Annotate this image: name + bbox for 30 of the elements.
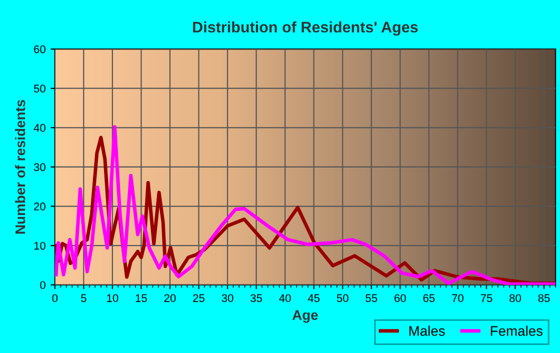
x-tick-label: 30 — [222, 294, 234, 302]
x-tick-label: 65 — [423, 294, 435, 302]
x-tick-label: 35 — [250, 294, 262, 302]
x-tick-label: 0 — [52, 294, 58, 302]
x-tick-label: 45 — [308, 294, 320, 302]
x-tick-label: 80 — [510, 294, 521, 302]
legend-label: Females — [490, 326, 543, 336]
y-tick-label: 40 — [34, 124, 46, 132]
x-tick-label: 50 — [336, 294, 348, 302]
x-tick-label: 60 — [394, 294, 406, 302]
x-tick-label: 10 — [107, 294, 118, 302]
y-axis-title: Number of residents — [14, 100, 26, 234]
x-tick-label: 70 — [452, 294, 464, 302]
y-tick-label: 50 — [34, 84, 46, 93]
y-tick-label: 60 — [34, 45, 46, 54]
y-tick-label: 30 — [34, 163, 46, 172]
x-tick-label: 20 — [164, 294, 176, 302]
y-tick-label: 10 — [34, 242, 46, 250]
x-tick-label: 5 — [81, 294, 86, 302]
chart-title: Distribution of Residents' Ages — [193, 21, 418, 36]
x-tick-label: 15 — [136, 294, 147, 302]
x-tick-label: 55 — [366, 294, 378, 302]
legend-label: Males — [409, 326, 445, 336]
x-tick-label: 75 — [480, 294, 492, 302]
y-tick-label: 0 — [40, 281, 46, 290]
y-tick-label: 20 — [34, 202, 46, 210]
x-tick-label: 25 — [193, 294, 204, 302]
x-axis-title: Age — [292, 310, 318, 323]
x-tick-label: 85 — [538, 294, 550, 302]
x-tick-label: 40 — [279, 294, 291, 302]
